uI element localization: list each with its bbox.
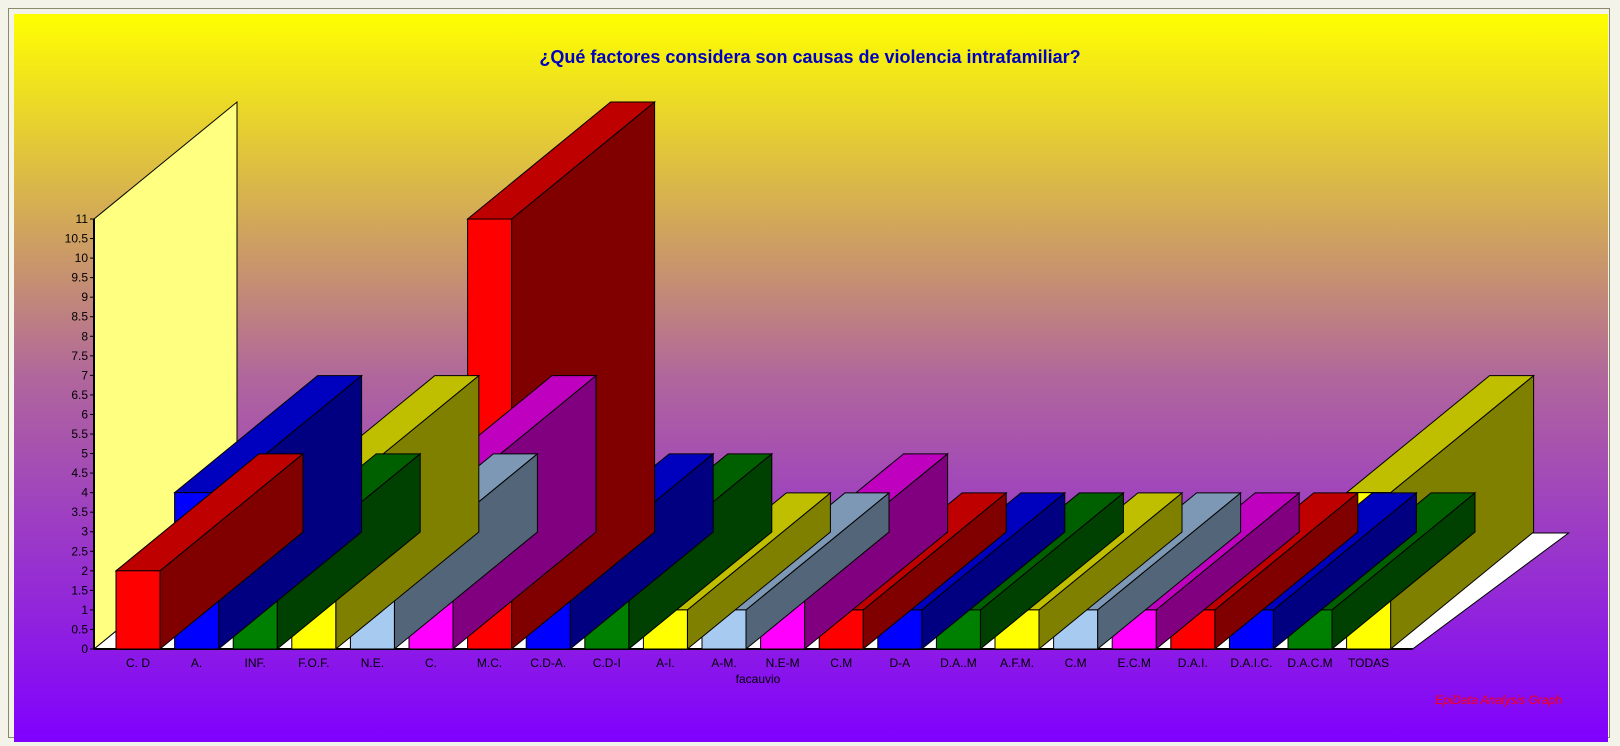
- y-tick-label: 8: [81, 329, 88, 343]
- y-tick-label: 10.5: [65, 232, 89, 246]
- y-tick-label: 0.5: [71, 622, 88, 636]
- x-tick-label: C.: [425, 656, 437, 670]
- y-tick-label: 10: [75, 251, 89, 265]
- x-tick-label: TODAS: [1348, 656, 1389, 670]
- x-tick-label: F.O.F.: [298, 656, 329, 670]
- x-tick-label: D.A.I.: [1178, 656, 1208, 670]
- y-tick-label: 4: [81, 486, 88, 500]
- x-tick-label: C. D: [126, 656, 150, 670]
- y-tick-label: 7: [81, 368, 88, 382]
- x-tick-label: D-A: [889, 656, 910, 670]
- x-tick-label: C.M: [830, 656, 852, 670]
- y-tick-label: 6: [81, 407, 88, 421]
- x-tick-label: A.F.M.: [1000, 656, 1034, 670]
- x-tick-label: E.C.M: [1118, 656, 1151, 670]
- chart-title: ¿Qué factores considera son causas de vi…: [539, 47, 1080, 67]
- x-tick-label: A-M.: [711, 656, 736, 670]
- y-tick-label: 9: [81, 290, 88, 304]
- y-tick-label: 9.5: [71, 271, 88, 285]
- y-tick-label: 2.5: [71, 544, 88, 558]
- x-tick-label: M.C.: [477, 656, 502, 670]
- y-tick-label: 8.5: [71, 310, 88, 324]
- bar-front: [115, 570, 161, 650]
- y-tick-label: 5.5: [71, 427, 88, 441]
- y-tick-label: 11: [76, 212, 89, 226]
- x-tick-label: A.: [191, 656, 202, 670]
- x-tick-label: D.A..M: [940, 656, 977, 670]
- x-tick-label: A-I.: [656, 656, 675, 670]
- y-tick-label: 0: [81, 642, 88, 656]
- y-tick-label: 3: [81, 525, 88, 539]
- x-tick-label: C.M: [1065, 656, 1087, 670]
- x-axis-label: facauvio: [736, 672, 781, 686]
- x-tick-label: C.D-A.: [530, 656, 566, 670]
- bar: [114, 452, 305, 651]
- y-tick-label: 6.5: [71, 388, 88, 402]
- y-tick-label: 2: [81, 564, 88, 578]
- x-tick-label: INF.: [245, 656, 266, 670]
- y-tick-label: 3.5: [71, 505, 88, 519]
- y-tick-label: 1: [81, 603, 88, 617]
- y-tick-label: 5: [81, 447, 88, 461]
- y-tick-label: 4.5: [71, 466, 88, 480]
- watermark-text: EpiData Analysis Graph: [1435, 693, 1562, 707]
- x-tick-label: D.A.C.M: [1287, 656, 1332, 670]
- x-tick-label: N.E-M: [766, 656, 800, 670]
- x-tick-label: C.D-I: [593, 656, 621, 670]
- y-tick-label: 1.5: [71, 583, 88, 597]
- y-tick-label: 7.5: [71, 349, 88, 363]
- x-tick-label: D.A.I.C.: [1230, 656, 1272, 670]
- x-tick-label: N.E.: [361, 656, 384, 670]
